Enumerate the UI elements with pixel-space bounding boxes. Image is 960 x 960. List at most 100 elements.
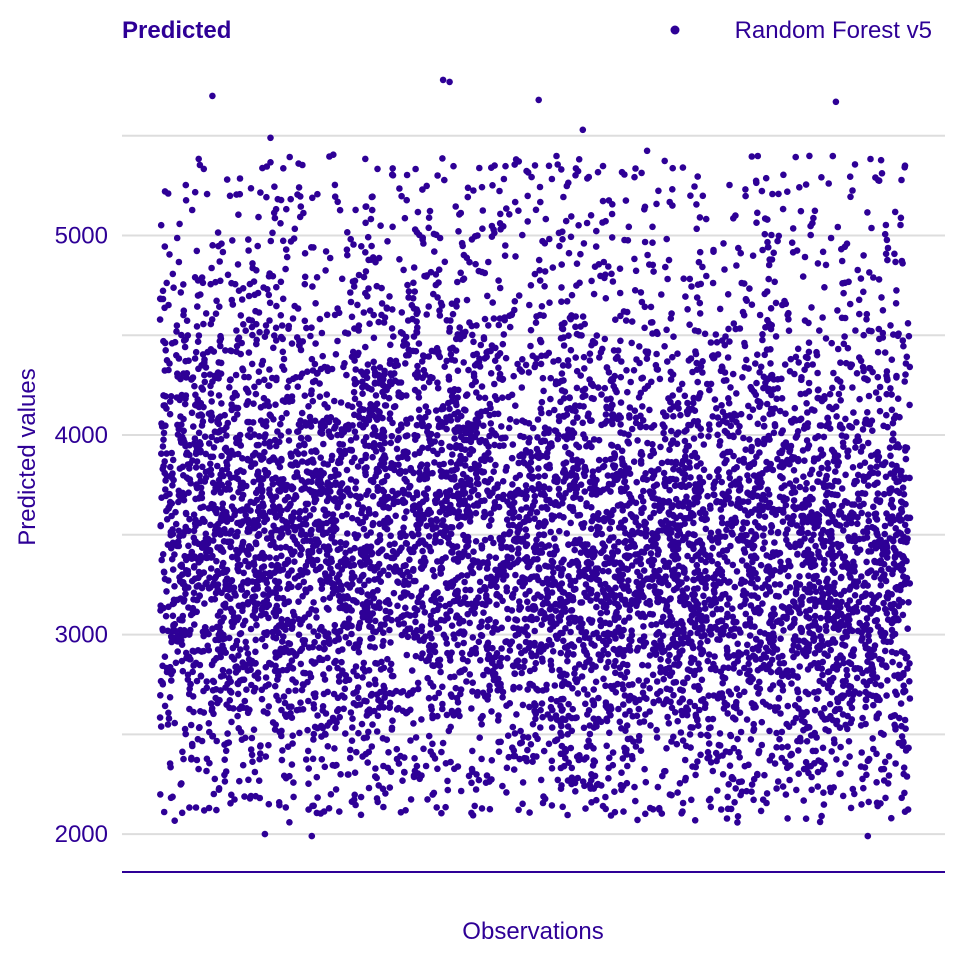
data-point: [758, 718, 766, 726]
data-point: [779, 670, 786, 677]
data-point: [595, 634, 603, 642]
data-point: [780, 509, 787, 516]
data-point: [380, 803, 387, 811]
data-point: [623, 779, 631, 787]
data-point: [202, 530, 210, 538]
data-point: [457, 412, 465, 420]
data-point: [870, 503, 877, 511]
data-point: [756, 642, 763, 649]
data-point: [402, 360, 409, 367]
data-point: [820, 543, 828, 550]
data-point: [693, 225, 700, 233]
data-point: [287, 450, 295, 458]
data-point: [392, 512, 400, 520]
data-point: [295, 442, 303, 450]
data-point: [687, 629, 694, 637]
data-point: [478, 721, 486, 728]
data-point: [864, 409, 871, 416]
data-point: [874, 348, 882, 356]
data-point: [407, 464, 415, 472]
data-point: [445, 376, 453, 383]
data-point: [166, 251, 173, 258]
data-point: [412, 652, 420, 660]
data-point: [261, 642, 269, 650]
data-point: [863, 310, 871, 318]
data-point: [492, 619, 500, 626]
data-point: [416, 500, 424, 508]
data-point: [533, 509, 541, 516]
data-point: [385, 394, 393, 402]
data-point: [285, 687, 292, 695]
data-point: [441, 176, 448, 184]
data-point: [546, 235, 553, 243]
data-point: [586, 357, 594, 364]
data-point: [430, 447, 437, 455]
data-point: [870, 745, 877, 753]
data-point: [725, 325, 732, 333]
data-point: [227, 376, 234, 383]
data-point: [784, 188, 791, 195]
data-point: [557, 649, 565, 657]
data-point: [798, 598, 805, 606]
data-point: [668, 427, 675, 435]
data-point: [685, 442, 692, 450]
data-point: [216, 258, 223, 265]
data-point: [875, 395, 883, 403]
data-point: [420, 384, 428, 391]
data-point: [792, 153, 799, 161]
data-point: [602, 793, 609, 801]
data-point: [248, 360, 256, 368]
data-point: [889, 658, 896, 666]
data-point: [898, 582, 905, 589]
data-point: [348, 514, 356, 522]
data-point: [644, 662, 652, 669]
data-point: [194, 292, 202, 299]
data-point: [601, 335, 609, 343]
data-point: [756, 678, 763, 686]
data-point: [256, 328, 263, 336]
data-point: [519, 779, 527, 786]
data-point: [441, 258, 449, 266]
data-point: [387, 639, 394, 646]
data-point: [881, 349, 889, 356]
data-point: [331, 466, 339, 474]
data-point: [586, 730, 594, 738]
data-point: [489, 644, 496, 652]
data-point: [341, 360, 348, 367]
data-point: [514, 360, 521, 368]
data-point: [573, 714, 580, 721]
data-point: [704, 748, 712, 756]
data-point: [551, 682, 559, 689]
data-point: [408, 301, 416, 309]
data-point: [580, 641, 587, 649]
data-point: [470, 187, 477, 194]
data-point: [424, 408, 432, 416]
data-point: [706, 386, 713, 394]
data-point: [250, 400, 257, 408]
data-point: [638, 506, 645, 513]
data-point: [360, 309, 368, 316]
data-point: [900, 682, 907, 689]
data-point: [581, 488, 588, 495]
data-point: [480, 671, 487, 679]
data-point: [442, 803, 449, 811]
data-point: [347, 746, 354, 754]
data-point: [416, 449, 423, 457]
data-point: [504, 732, 512, 739]
data-point: [310, 506, 317, 513]
data-point: [524, 686, 531, 693]
data-point: [625, 431, 632, 439]
data-point: [534, 434, 541, 441]
data-point: [228, 791, 235, 799]
data-point: [750, 720, 757, 728]
data-point: [711, 491, 718, 499]
data-point: [438, 809, 445, 817]
data-point: [681, 756, 689, 764]
data-point: [357, 587, 364, 594]
data-point: [253, 441, 261, 449]
data-point: [563, 530, 571, 537]
data-point: [833, 655, 841, 663]
data-point: [883, 692, 890, 699]
data-point: [302, 756, 310, 763]
data-point: [287, 709, 294, 717]
